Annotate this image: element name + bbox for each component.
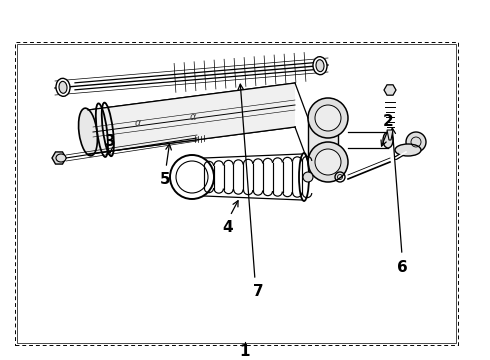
Text: 6: 6 [396,261,407,275]
Text: 7: 7 [253,284,263,300]
Ellipse shape [383,132,393,148]
Ellipse shape [78,108,98,156]
Ellipse shape [395,144,421,156]
Text: 5: 5 [160,172,171,188]
Text: 4: 4 [222,220,233,235]
Text: 2: 2 [383,114,393,130]
Circle shape [315,105,341,131]
Ellipse shape [59,81,67,93]
Text: 3: 3 [105,135,115,149]
Text: α: α [135,118,142,128]
Bar [17,44,456,343]
Circle shape [308,142,348,182]
Polygon shape [384,85,396,95]
Polygon shape [387,130,393,140]
Circle shape [303,172,313,182]
Ellipse shape [316,60,324,72]
Bar [308,118,338,162]
Ellipse shape [56,154,66,162]
Circle shape [308,98,348,138]
Text: 1: 1 [240,345,250,360]
Polygon shape [52,152,66,164]
Ellipse shape [56,78,70,96]
Circle shape [406,132,426,152]
Bar [15,42,458,345]
Circle shape [315,149,341,175]
Text: α: α [190,112,196,122]
Polygon shape [88,83,295,154]
Ellipse shape [313,57,327,75]
